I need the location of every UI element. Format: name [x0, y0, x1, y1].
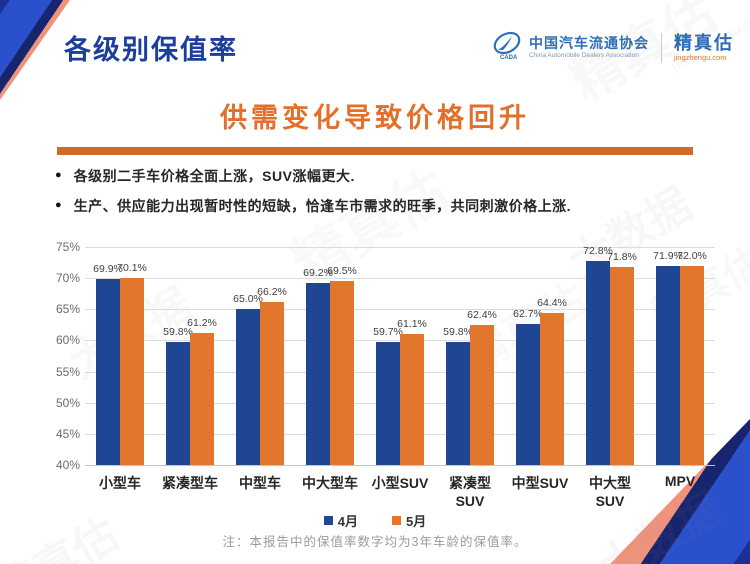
- gridline: [85, 278, 715, 280]
- chart-legend: 4月 5月: [0, 511, 750, 530]
- x-axis-category-label: 中型车: [239, 475, 281, 491]
- y-axis-tick-label: 65%: [55, 302, 80, 317]
- svg-text:CADA: CADA: [500, 55, 518, 60]
- bar-4月: [516, 323, 540, 465]
- plot-area: 69.9% 59.8% 65.0% 69.2% 59.7% 59.8% 62.7% 72.8%…: [85, 244, 715, 466]
- jingzhengu-subtitle: jingzhengu.com: [674, 52, 727, 62]
- bar-value-label: 65.0%: [233, 293, 263, 306]
- legend-item: 4月: [323, 511, 358, 530]
- gridline: [85, 309, 715, 311]
- cada-subtitle: China Automobile Dealers Association: [529, 51, 639, 59]
- bar-4月: [656, 266, 680, 465]
- bar-value-label: 66.2%: [257, 285, 287, 298]
- x-axis-category-label: 中型SUV: [511, 475, 569, 491]
- bar-4月: [376, 342, 400, 465]
- legend-swatch-5月: [392, 516, 401, 525]
- gridline: [85, 247, 715, 248]
- jingzhengu-logo: 精真估 jingzhengu.com: [674, 33, 734, 62]
- bar-value-label: 69.9%: [93, 262, 123, 275]
- y-axis-tick-label: 55%: [55, 364, 80, 379]
- bar-value-label: 72.0%: [677, 249, 707, 262]
- bar-4月: [96, 278, 120, 465]
- bullet-text: 生产、供应能力出现暂时性的短缺，恰逢车市需求的旺季，共同刺激价格上涨.: [73, 198, 572, 215]
- logo-divider: [661, 32, 662, 63]
- y-axis-tick-label: 70%: [55, 271, 80, 286]
- bar-value-label: 69.5%: [327, 265, 357, 278]
- y-axis-labels: 75% 70% 65% 60% 55% 50% 45% 40%: [40, 240, 80, 472]
- legend-item: 5月: [392, 511, 426, 530]
- bullet-list: ● 各级别二手车价格全面上涨，SUV涨幅更大. ● 生产、供应能力出现暂时性的短缺，恰…: [55, 166, 705, 227]
- bar-5月: [190, 332, 214, 465]
- corner-stripes-top-left: [0, 0, 70, 100]
- y-axis-tick-label: 60%: [55, 333, 80, 348]
- y-axis-tick-label: 40%: [55, 458, 80, 472]
- bar-5月: [260, 301, 284, 465]
- bullet-text: 各级别二手车价格全面上涨，SUV涨幅更大.: [73, 168, 355, 184]
- bar-5月: [680, 265, 704, 465]
- bar-5月: [540, 313, 564, 465]
- bar-value-label: 59.8%: [163, 325, 193, 338]
- bar-value-label: 61.2%: [187, 316, 217, 329]
- cada-logo-icon: CADA: [491, 30, 523, 65]
- bar-4月: [236, 309, 260, 465]
- bar-value-label: 64.4%: [537, 297, 567, 310]
- bar-value-label: 72.8%: [583, 244, 613, 257]
- bar-value-label: 61.1%: [397, 317, 427, 330]
- legend-label: 5月: [406, 514, 427, 529]
- bar-4月: [166, 341, 190, 465]
- x-axis-category-label: 紧凑型车: [162, 475, 218, 491]
- legend-label: 4月: [337, 514, 358, 529]
- bar-5月: [610, 266, 634, 465]
- bar-value-label: 71.9%: [653, 250, 683, 263]
- x-axis-category-label: 紧凑型SUV: [449, 475, 491, 509]
- bar-value-label: 62.4%: [467, 309, 497, 322]
- bar-value-label: 70.1%: [117, 261, 147, 274]
- x-axis-labels: 小型车 紧凑型车 中型车 中大型车 小型SUV 紧凑型SUV 中型SUV 中大型SUV MPV: [85, 473, 715, 509]
- y-axis-tick-label: 50%: [55, 395, 80, 410]
- bar-value-label: 62.7%: [513, 307, 543, 320]
- slide-title: 供需变化导致价格回升: [220, 103, 530, 133]
- bullet-dot-icon: ●: [55, 169, 62, 181]
- y-axis-tick-label: 45%: [55, 426, 80, 441]
- bar-5月: [470, 325, 494, 465]
- cada-logo-text: 中国汽车流通协会 China Automobile Dealers Associ…: [529, 35, 649, 59]
- x-axis-category-label: 中大型车: [302, 475, 358, 491]
- bar-5月: [330, 281, 354, 465]
- cada-name: 中国汽车流通协会: [529, 35, 649, 52]
- legend-swatch-4月: [323, 516, 333, 525]
- y-axis-tick-label: 75%: [55, 240, 80, 254]
- x-axis-category-label: MPV: [664, 473, 696, 489]
- bar-value-label: 59.8%: [443, 325, 473, 338]
- bullet-item: ● 生产、供应能力出现暂时性的短缺，恰逢车市需求的旺季，共同刺激价格上涨.: [55, 196, 705, 216]
- gridline: [85, 465, 715, 466]
- logo-group: CADA 中国汽车流通协会 China Automobile Dealers A…: [491, 30, 734, 65]
- cada-logo: CADA 中国汽车流通协会 China Automobile Dealers A…: [491, 30, 649, 65]
- jingzhengu-name: 精真估: [674, 32, 734, 53]
- bar-4月: [306, 283, 330, 465]
- bar-4月: [586, 260, 610, 465]
- page-title: 各级别保值率: [64, 35, 238, 65]
- x-axis-category-label: 小型SUV: [371, 475, 429, 491]
- bar-value-label: 69.2%: [303, 267, 333, 280]
- bar-5月: [400, 333, 424, 465]
- bar-value-label: 71.8%: [607, 250, 637, 263]
- bullet-item: ● 各级别二手车价格全面上涨，SUV涨幅更大.: [55, 166, 705, 186]
- title-divider-bar: [57, 147, 693, 155]
- bullet-dot-icon: ●: [55, 199, 62, 212]
- bar-4月: [446, 341, 470, 465]
- x-axis-category-label: 小型车: [99, 475, 141, 491]
- x-axis-category-label: 中大型SUV: [589, 475, 631, 509]
- footnote: 注：本报告中的保值率数字均为3年车龄的保值率。: [222, 535, 528, 549]
- bar-5月: [120, 277, 144, 465]
- bar-value-label: 59.7%: [373, 326, 403, 339]
